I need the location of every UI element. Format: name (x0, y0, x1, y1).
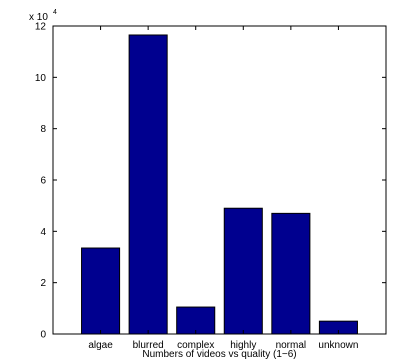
x-axis-label: Numbers of videos vs quality (1−6) (142, 349, 296, 360)
y-axis-ticks: 0 2 4 6 8 10 12 (35, 22, 386, 341)
x-tick-label: highly (230, 340, 256, 351)
x-tick-label: blurred (133, 340, 164, 351)
bar-blurred (128, 34, 168, 335)
x-tick-label: algae (88, 340, 113, 351)
y-multiplier-base: x 10 (29, 12, 48, 23)
y-tick-label: 6 (40, 176, 46, 187)
y-tick-label: 12 (35, 22, 47, 33)
x-axis-ticks: algae blurred complex highly normal unknown (88, 26, 358, 351)
x-tick-label: normal (276, 340, 307, 351)
plot-area: 0 2 4 6 8 10 12 algae blurred complex highly norma… (35, 22, 387, 351)
bar-normal (271, 212, 311, 335)
y-tick-label: 8 (40, 124, 46, 135)
bar-highly (223, 207, 263, 335)
bar-complex (176, 306, 216, 335)
y-tick-label: 2 (40, 278, 46, 289)
x-tick-label: unknown (318, 340, 358, 351)
bar-algae (81, 247, 121, 335)
x-tick-label: complex (177, 340, 214, 351)
y-tick-label: 10 (35, 73, 47, 84)
y-multiplier-exponent: 4 (53, 9, 57, 16)
bars (81, 34, 358, 335)
y-tick-label: 0 (40, 330, 46, 341)
y-tick-label: 4 (40, 227, 46, 238)
